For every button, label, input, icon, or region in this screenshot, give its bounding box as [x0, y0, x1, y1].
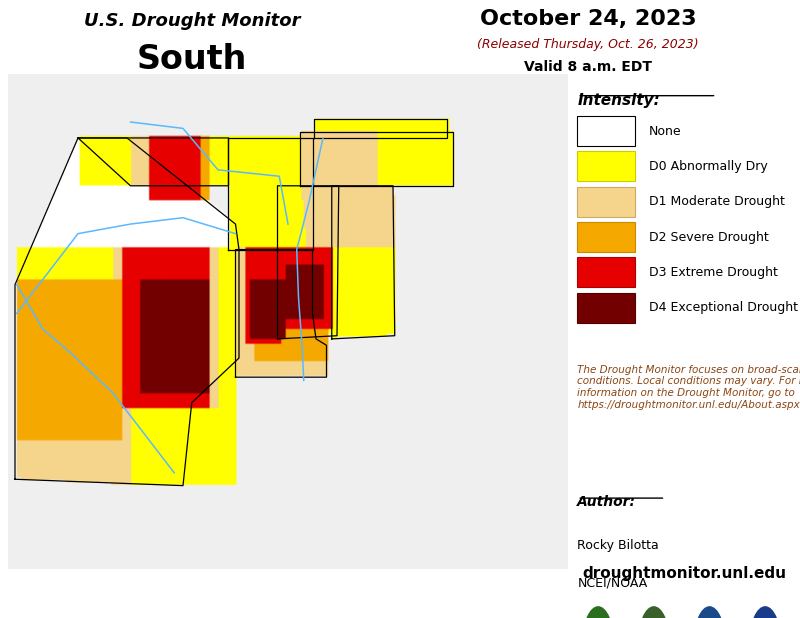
Circle shape	[583, 607, 614, 618]
Text: D1 Moderate Drought: D1 Moderate Drought	[650, 195, 785, 208]
Circle shape	[750, 607, 780, 618]
Text: D2 Severe Drought: D2 Severe Drought	[650, 231, 769, 243]
Text: South: South	[137, 43, 247, 76]
Text: droughtmonitor.unl.edu: droughtmonitor.unl.edu	[582, 566, 786, 582]
FancyBboxPatch shape	[578, 151, 635, 181]
Text: Valid 8 a.m. EDT: Valid 8 a.m. EDT	[524, 60, 652, 74]
FancyBboxPatch shape	[578, 116, 635, 146]
Circle shape	[694, 607, 725, 618]
Text: The Drought Monitor focuses on broad-scale
conditions. Local conditions may vary: The Drought Monitor focuses on broad-sca…	[578, 365, 800, 410]
Circle shape	[638, 607, 669, 618]
FancyBboxPatch shape	[578, 293, 635, 323]
Text: U.S. Drought Monitor: U.S. Drought Monitor	[84, 12, 300, 30]
FancyBboxPatch shape	[578, 222, 635, 252]
Text: NCEI/NOAA: NCEI/NOAA	[578, 577, 647, 590]
Text: Rocky Bilotta: Rocky Bilotta	[578, 539, 659, 552]
Text: None: None	[650, 124, 682, 138]
FancyBboxPatch shape	[578, 187, 635, 217]
Text: Intensity:: Intensity:	[578, 93, 660, 108]
Text: (Released Thursday, Oct. 26, 2023): (Released Thursday, Oct. 26, 2023)	[477, 38, 699, 51]
Text: D3 Extreme Drought: D3 Extreme Drought	[650, 266, 778, 279]
Text: Author:: Author:	[578, 496, 636, 509]
Text: October 24, 2023: October 24, 2023	[480, 9, 696, 28]
FancyBboxPatch shape	[578, 258, 635, 287]
Text: D4 Exceptional Drought: D4 Exceptional Drought	[650, 301, 798, 315]
Text: D0 Abnormally Dry: D0 Abnormally Dry	[650, 160, 768, 173]
